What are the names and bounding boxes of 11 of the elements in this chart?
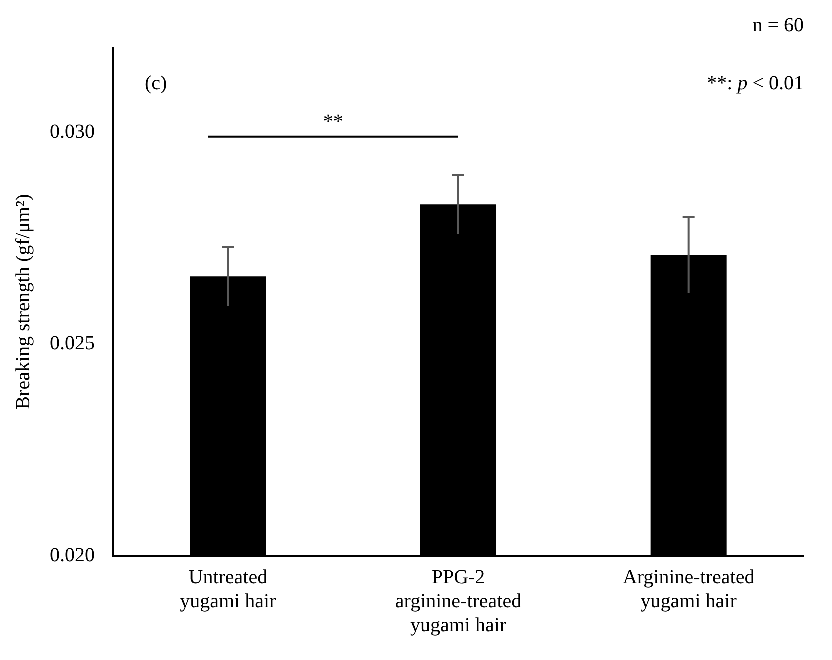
annotation: ** xyxy=(323,111,344,134)
x-tick-label: Untreated yugami hair xyxy=(180,566,277,612)
x-tick-label: PPG-2 arginine-treated yugami hair xyxy=(395,566,522,636)
annotation: (c) xyxy=(145,72,168,94)
text: n = 60 xyxy=(752,14,804,36)
y-tick-label: 0.025 xyxy=(50,332,95,355)
y-tick-label: 0.020 xyxy=(50,544,95,566)
y-tick-label: 0.030 xyxy=(50,120,95,143)
y-axis-title: Breaking strength (gf/μm²) xyxy=(12,194,34,410)
x-tick-label: Arginine-treated yugami hair xyxy=(622,566,755,612)
annotation: **: p < 0.01 xyxy=(707,72,804,94)
